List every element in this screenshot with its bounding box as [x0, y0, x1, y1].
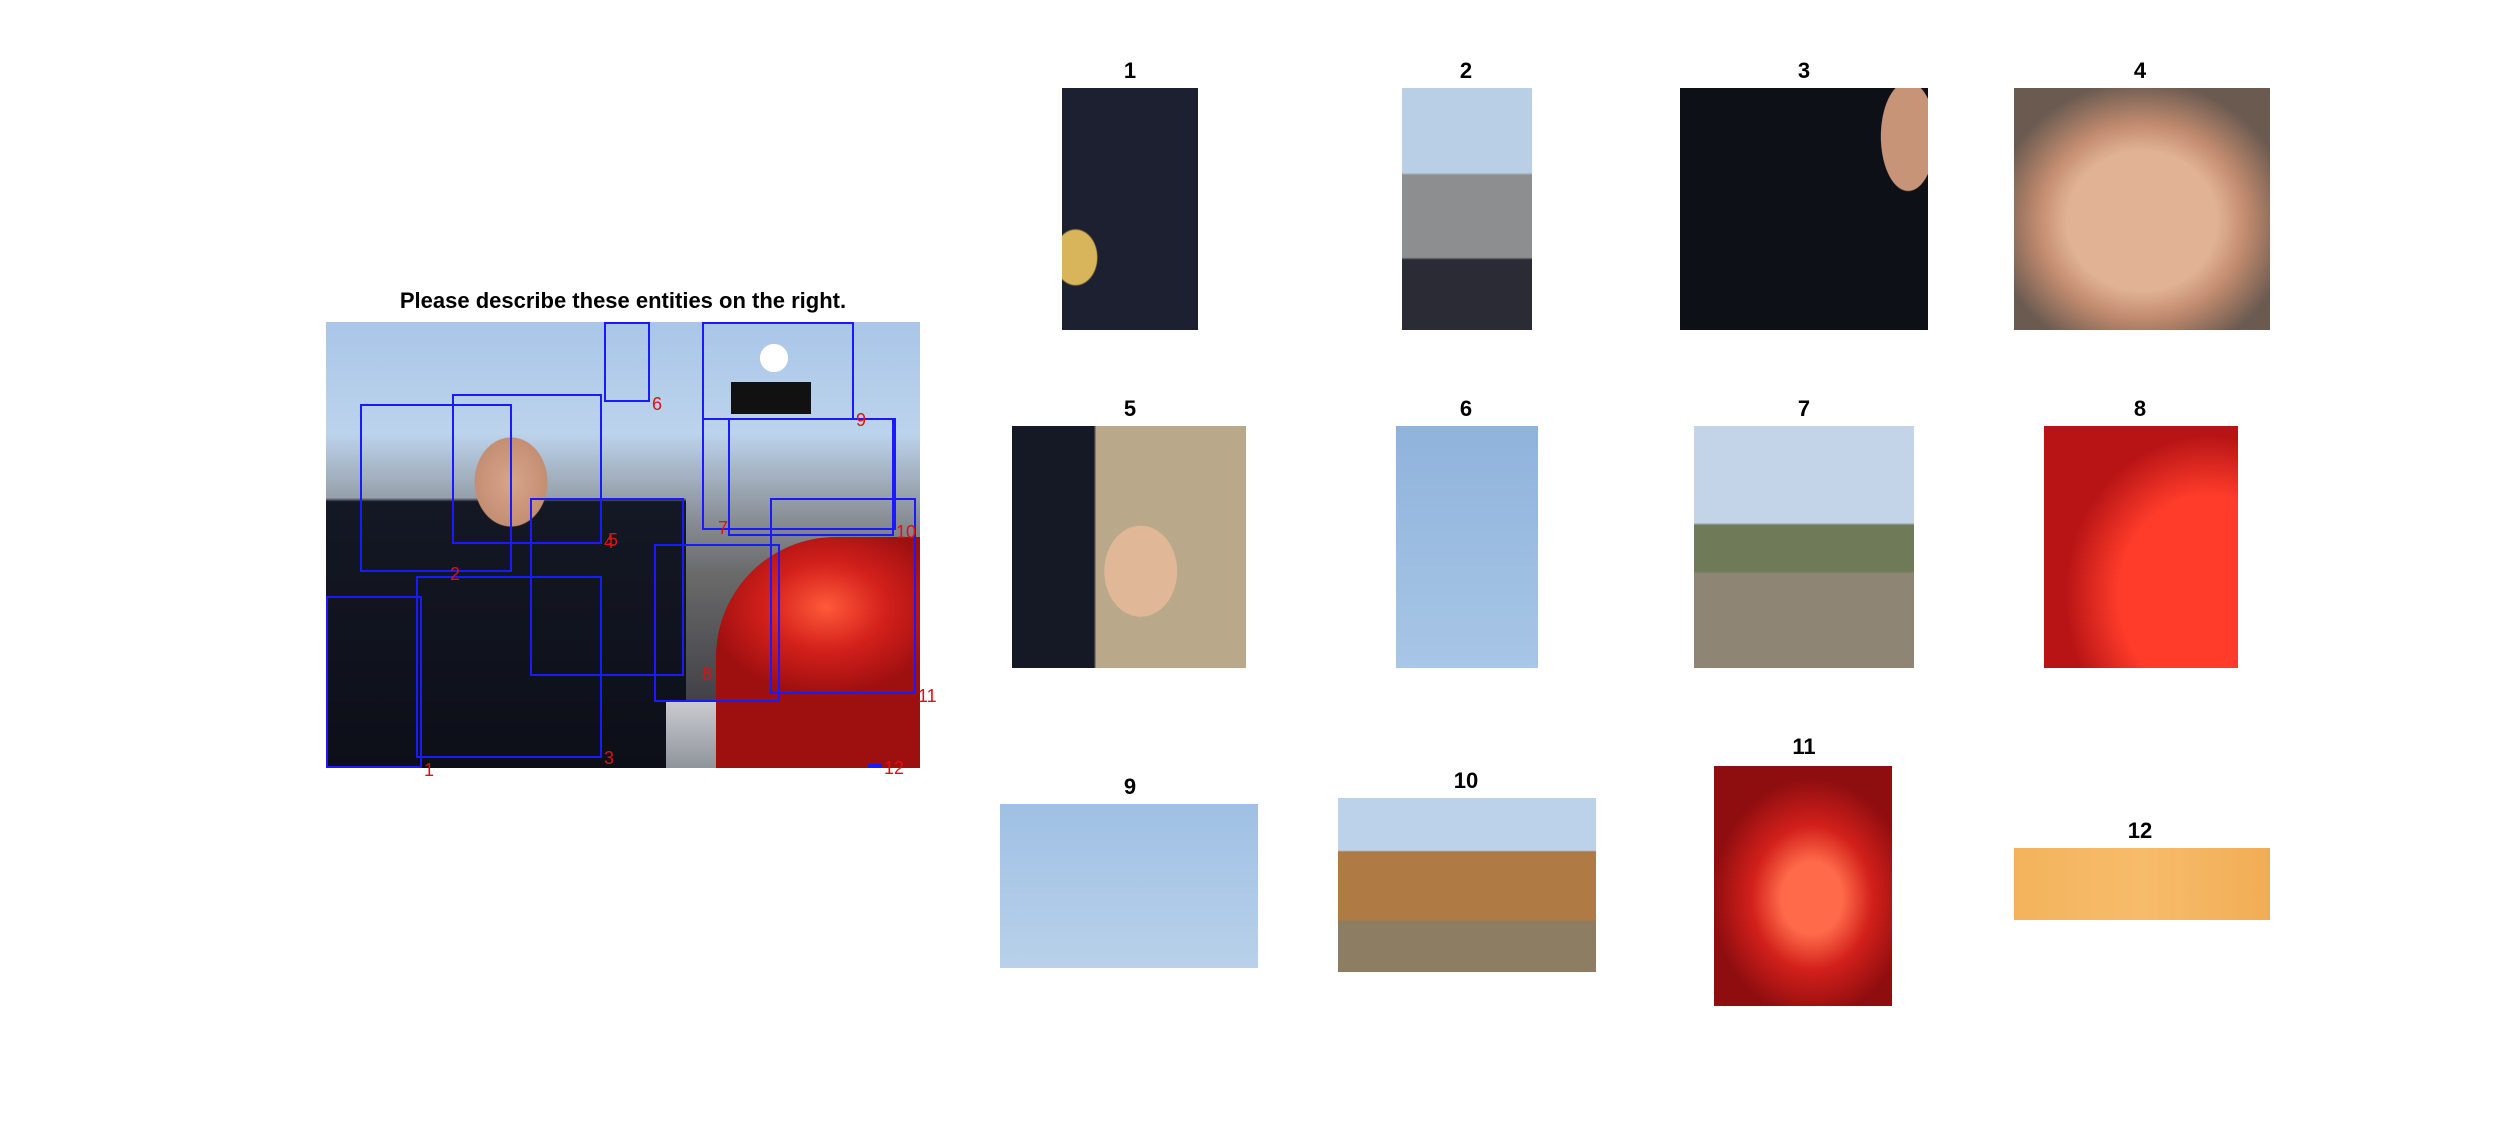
red-car — [716, 537, 920, 768]
bbox-label-5: 5 — [608, 530, 619, 550]
crop-image-8 — [2044, 426, 2238, 668]
bbox-5 — [530, 498, 684, 676]
bbox-12 — [868, 764, 882, 768]
crop-image-2 — [1402, 88, 1532, 330]
bbox-10 — [728, 418, 894, 536]
crop-image-6 — [1396, 426, 1538, 668]
crop-label-8: 8 — [2133, 396, 2147, 421]
crop-image-9 — [1000, 804, 1258, 968]
crop-image-7 — [1694, 426, 1914, 668]
bbox-6 — [604, 322, 650, 402]
bbox-8 — [654, 544, 780, 702]
bbox-1 — [326, 596, 422, 768]
crop-image-5 — [1012, 426, 1246, 668]
crop-label-11: 11 — [1792, 734, 1816, 759]
bbox-label-11: 11 — [918, 686, 937, 706]
bbox-4 — [452, 394, 602, 544]
bbox-label-3: 3 — [604, 748, 615, 768]
main-photo — [326, 322, 920, 768]
crop-image-4 — [2014, 88, 2270, 330]
crop-image-12 — [2014, 848, 2270, 920]
crop-image-1 — [1062, 88, 1198, 330]
crop-label-9: 9 — [1123, 774, 1137, 799]
bbox-3 — [416, 576, 602, 758]
bbox-9 — [702, 322, 854, 420]
crop-label-4: 4 — [2133, 58, 2147, 83]
crop-label-2: 2 — [1459, 58, 1473, 83]
bbox-label-4: 4 — [604, 532, 615, 552]
railroad-crossing-sign — [746, 330, 802, 386]
bbox-label-1: 1 — [424, 760, 435, 780]
officer-figure — [326, 382, 686, 768]
bbox-label-6: 6 — [652, 394, 663, 414]
bbox-label-9: 9 — [856, 410, 867, 430]
page-title: Please describe these entities on the ri… — [399, 288, 847, 313]
crop-image-11 — [1714, 766, 1892, 1006]
crop-label-10: 10 — [1453, 768, 1479, 793]
crop-label-6: 6 — [1459, 396, 1473, 421]
crop-label-5: 5 — [1123, 396, 1137, 421]
crop-label-7: 7 — [1797, 396, 1811, 421]
bbox-2 — [360, 404, 512, 572]
crop-label-3: 3 — [1797, 58, 1811, 83]
crop-image-3 — [1680, 88, 1928, 330]
crossing-signal — [731, 382, 811, 414]
crop-label-12: 12 — [2127, 818, 2153, 843]
bbox-label-12: 12 — [884, 758, 905, 778]
bbox-label-8: 8 — [702, 664, 713, 684]
crop-image-10 — [1338, 798, 1596, 972]
bbox-11 — [770, 498, 916, 694]
crop-label-1: 1 — [1123, 58, 1137, 83]
bbox-label-7: 7 — [718, 518, 729, 538]
bbox-label-2: 2 — [450, 564, 461, 584]
bbox-label-10: 10 — [896, 522, 917, 542]
